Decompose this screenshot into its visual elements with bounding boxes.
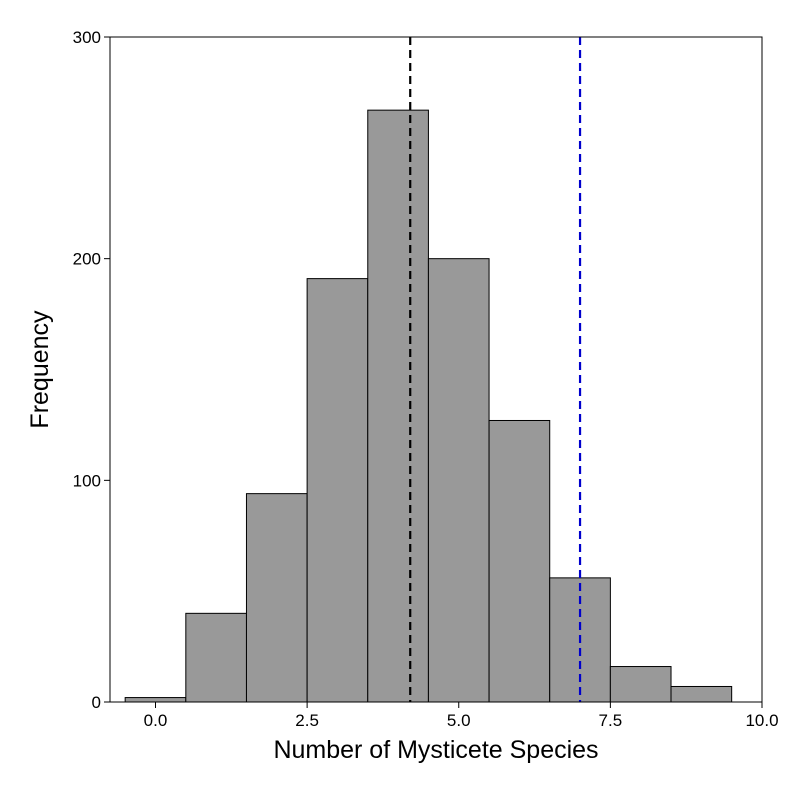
histogram-bar-4 <box>367 109 429 703</box>
x-tick-label-0: 0.0 <box>144 711 168 730</box>
x-tick-label-3: 7.5 <box>599 711 623 730</box>
histogram-bar-3 <box>306 278 369 703</box>
y-tick-label-3: 300 <box>73 28 101 47</box>
x-axis: 0.0 2.5 5.0 7.5 10.0 <box>144 702 779 730</box>
y-axis: 0 100 200 300 <box>73 28 110 712</box>
y-tick-label-2: 200 <box>73 250 101 269</box>
x-axis-title: Number of Mysticete Species <box>273 736 598 764</box>
histogram-bar-0 <box>124 697 187 703</box>
histogram-bar-5 <box>427 258 490 703</box>
y-axis-title: Frequency <box>26 310 54 429</box>
plot-frame <box>109 36 763 703</box>
reference-lines-layer <box>409 37 582 702</box>
bars-layer <box>124 109 733 703</box>
histogram-bar-1 <box>185 612 247 703</box>
y-tick-label-0: 0 <box>92 693 101 712</box>
histogram-bar-2 <box>245 493 308 703</box>
x-tick-label-2: 5.0 <box>447 711 471 730</box>
histogram-bar-6 <box>488 419 551 703</box>
y-tick-label-1: 100 <box>73 471 101 490</box>
x-tick-label-1: 2.5 <box>295 711 319 730</box>
histogram-bar-9 <box>670 685 733 703</box>
histogram-bar-8 <box>609 666 672 703</box>
x-tick-label-4: 10.0 <box>745 711 778 730</box>
